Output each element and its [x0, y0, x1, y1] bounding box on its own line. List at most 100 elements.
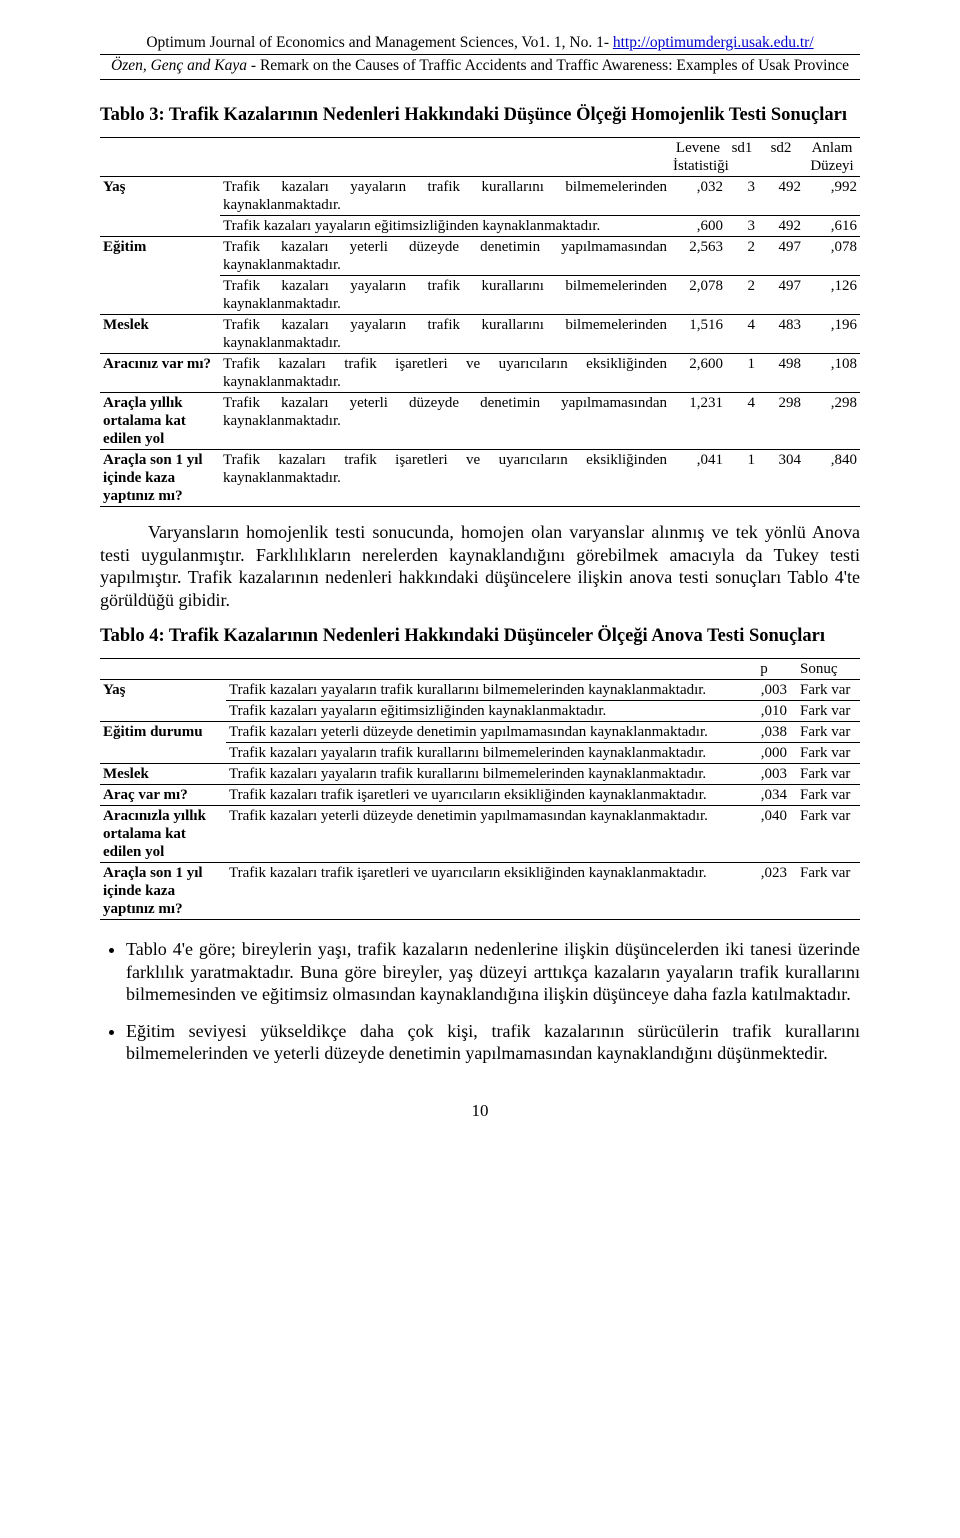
table4-group-label: Aracınızla yıllık ortalama kat edilen yo…: [100, 806, 226, 863]
table4-head-blank1: [100, 659, 226, 680]
table3-value: 3: [726, 216, 758, 237]
table3-group-label: Aracınız var mı?: [100, 354, 220, 393]
table3-value: ,078: [804, 237, 860, 276]
table3-value: ,196: [804, 315, 860, 354]
table4-head-blank2: [226, 659, 738, 680]
table4-sonuc: Fark var: [790, 743, 860, 764]
header-journal-text: Optimum Journal of Economics and Managem…: [146, 34, 613, 51]
table4-sonuc: Fark var: [790, 680, 860, 701]
table4-sonuc: Fark var: [790, 764, 860, 785]
table4-group-label: Meslek: [100, 764, 226, 785]
table3-head-levene-l1: Levene: [676, 140, 720, 156]
table4: p Sonuç YaşTrafik kazaları yayaların tra…: [100, 658, 860, 920]
table3: Levene İstatistiği sd1 sd2 Anlam Düzeyi …: [100, 137, 860, 507]
table3-head-sd2: sd2: [758, 138, 804, 177]
table3-value: 3: [726, 177, 758, 216]
table3-value: 2: [726, 237, 758, 276]
table3-value: 2,563: [670, 237, 726, 276]
table4-group-label: Araçla son 1 yıl içinde kaza yaptınız mı…: [100, 863, 226, 920]
table3-value: 498: [758, 354, 804, 393]
table3-desc: Trafik kazaları yeterli düzeyde denetimi…: [220, 393, 670, 450]
table3-value: 2,078: [670, 276, 726, 315]
table4-group-label: Eğitim durumu: [100, 722, 226, 764]
table4-p: ,003: [738, 764, 790, 785]
bullet-list: Tablo 4'e göre; bireylerin yaşı, trafik …: [100, 938, 860, 1065]
table3-head-anlam-l2: Düzeyi: [810, 158, 853, 174]
table4-sonuc: Fark var: [790, 785, 860, 806]
bullet-item: Tablo 4'e göre; bireylerin yaşı, trafik …: [126, 938, 860, 1006]
table3-group-label: Meslek: [100, 315, 220, 354]
table4-desc: Trafik kazaları trafik işaretleri ve uya…: [226, 863, 738, 920]
table4-p: ,034: [738, 785, 790, 806]
table3-value: ,840: [804, 450, 860, 507]
table3-value: 1,516: [670, 315, 726, 354]
table3-value: 483: [758, 315, 804, 354]
table3-value: ,298: [804, 393, 860, 450]
table3-value: ,600: [670, 216, 726, 237]
table4-desc: Trafik kazaları trafik işaretleri ve uya…: [226, 785, 738, 806]
table3-value: 1: [726, 450, 758, 507]
header-authors-line: Özen, Genç and Kaya - Remark on the Caus…: [100, 54, 860, 80]
table3-value: 2: [726, 276, 758, 315]
table4-sonuc: Fark var: [790, 701, 860, 722]
table3-value: ,032: [670, 177, 726, 216]
table3-value: ,108: [804, 354, 860, 393]
table4-p: ,003: [738, 680, 790, 701]
header-journal-url[interactable]: http://optimumdergi.usak.edu.tr/: [613, 34, 814, 51]
table3-value: 2,600: [670, 354, 726, 393]
table4-head-sonuc: Sonuç: [790, 659, 860, 680]
table3-head-blank1: [100, 138, 220, 177]
table3-desc: Trafik kazaları yeterli düzeyde denetimi…: [220, 237, 670, 276]
table3-head-anlam: Anlam Düzeyi: [804, 138, 860, 177]
table4-desc: Trafik kazaları yeterli düzeyde denetimi…: [226, 806, 738, 863]
table4-desc: Trafik kazaları yeterli düzeyde denetimi…: [226, 722, 738, 743]
table3-desc: Trafik kazaları yayaların trafik kuralla…: [220, 177, 670, 216]
table3-value: 1,231: [670, 393, 726, 450]
table3-value: ,992: [804, 177, 860, 216]
table3-value: 4: [726, 315, 758, 354]
table4-title: Tablo 4: Trafik Kazalarının Nedenleri Ha…: [100, 625, 860, 648]
header-authors-italic: Özen, Genç and Kaya: [111, 57, 247, 74]
table4-p: ,000: [738, 743, 790, 764]
table3-desc: Trafik kazaları yayaların trafik kuralla…: [220, 276, 670, 315]
table3-group-label: Araçla yıllık ortalama kat edilen yol: [100, 393, 220, 450]
table3-group-label: Araçla son 1 yıl içinde kaza yaptınız mı…: [100, 450, 220, 507]
table3-value: 497: [758, 237, 804, 276]
table3-desc: Trafik kazaları yayaların eğitimsizliğin…: [220, 216, 670, 237]
table4-p: ,023: [738, 863, 790, 920]
paragraph-1: Varyansların homojenlik testi sonucunda,…: [100, 521, 860, 611]
page-number: 10: [100, 1101, 860, 1121]
table4-desc: Trafik kazaları yayaların trafik kuralla…: [226, 743, 738, 764]
table3-value: ,616: [804, 216, 860, 237]
table4-desc: Trafik kazaları yayaların eğitimsizliğin…: [226, 701, 738, 722]
table3-group-label: Eğitim: [100, 237, 220, 315]
table4-p: ,010: [738, 701, 790, 722]
table3-desc: Trafik kazaları trafik işaretleri ve uya…: [220, 354, 670, 393]
table4-desc: Trafik kazaları yayaların trafik kuralla…: [226, 680, 738, 701]
table3-desc: Trafik kazaları trafik işaretleri ve uya…: [220, 450, 670, 507]
table4-sonuc: Fark var: [790, 722, 860, 743]
table4-head-p: p: [738, 659, 790, 680]
table3-head-sd1: sd1: [726, 138, 758, 177]
table4-p: ,040: [738, 806, 790, 863]
table3-value: 304: [758, 450, 804, 507]
table3-head-levene-l2: İstatistiği: [673, 158, 729, 174]
table3-value: 1: [726, 354, 758, 393]
table3-desc: Trafik kazaları yayaların trafik kuralla…: [220, 315, 670, 354]
table3-group-label: Yaş: [100, 177, 220, 237]
table3-value: 497: [758, 276, 804, 315]
table3-value: ,041: [670, 450, 726, 507]
table3-title: Tablo 3: Trafik Kazalarının Nedenleri Ha…: [100, 104, 860, 127]
page: Optimum Journal of Economics and Managem…: [0, 0, 960, 1161]
table4-sonuc: Fark var: [790, 806, 860, 863]
table4-desc: Trafik kazaları yayaların trafik kuralla…: [226, 764, 738, 785]
table3-value: 492: [758, 216, 804, 237]
table4-group-label: Yaş: [100, 680, 226, 722]
table3-head-anlam-l1: Anlam: [812, 140, 853, 156]
header-authors-rest: - Remark on the Causes of Traffic Accide…: [247, 57, 849, 74]
table4-sonuc: Fark var: [790, 863, 860, 920]
bullet-item: Eğitim seviyesi yükseldikçe daha çok kiş…: [126, 1020, 860, 1065]
table3-head-levene: Levene İstatistiği: [670, 138, 726, 177]
header-journal-line: Optimum Journal of Economics and Managem…: [100, 34, 860, 52]
table3-head-blank2: [220, 138, 670, 177]
